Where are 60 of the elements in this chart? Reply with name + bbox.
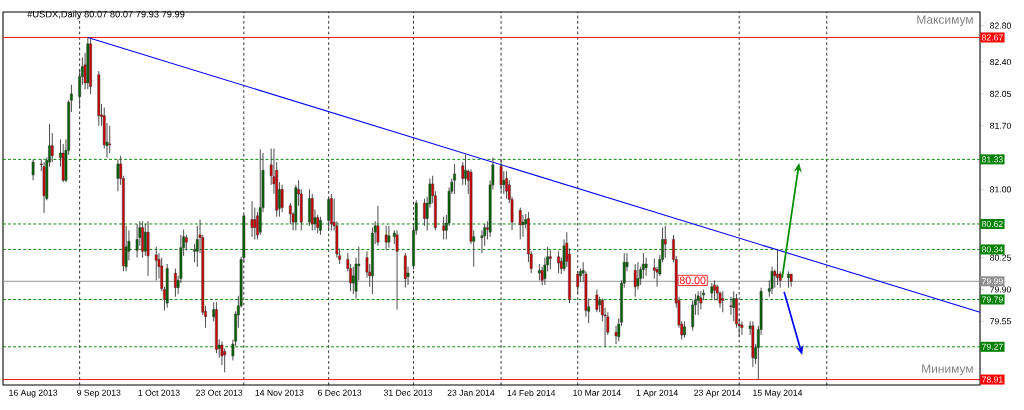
- ref-line-label: 80.62: [981, 220, 1003, 228]
- y-tick-label: 80.25: [990, 254, 1011, 261]
- candlestick: [505, 170, 508, 199]
- x-tick-label: 23 Apr 2014: [694, 389, 741, 398]
- candlestick: [403, 252, 407, 289]
- ref-line-label: 82.67: [981, 34, 1003, 41]
- ref-line-label: 79.99: [982, 278, 1003, 285]
- y-tick-label: 82.40: [990, 58, 1011, 66]
- candlestick: [330, 193, 333, 231]
- candlestick: [740, 320, 744, 336]
- y-tick-label: 81.00: [990, 186, 1011, 193]
- candlestick: [732, 290, 736, 322]
- candlestick: [146, 220, 150, 277]
- candlestick: [31, 158, 35, 181]
- candlestick: [770, 266, 774, 295]
- candlestick: [696, 290, 700, 316]
- candlestick: [193, 243, 196, 263]
- candlestick: [135, 223, 139, 259]
- annotation: Минимум: [922, 364, 973, 376]
- candlestick: [319, 216, 322, 236]
- y-tick-label: 79.55: [990, 318, 1011, 325]
- candlestick: [108, 125, 112, 154]
- ref-line-label: 79.27: [982, 343, 1003, 350]
- ref-line-label: 80.34: [981, 246, 1003, 253]
- x-tick-label: 23 Oct 2013: [196, 389, 243, 396]
- y-tick-label: 81.70: [990, 122, 1011, 129]
- candlestick: [376, 205, 380, 247]
- x-tick-label: 16 Aug 2013: [9, 389, 58, 398]
- x-tick-label: 10 Mar 2014: [573, 389, 621, 396]
- y-tick-label: 79.90: [990, 286, 1011, 293]
- x-tick-label: 9 Sep 2013: [77, 389, 121, 398]
- annotation: Максимум: [917, 15, 973, 27]
- candlestick: [644, 257, 648, 277]
- annotation: 80.00: [679, 276, 706, 285]
- x-tick-label: 14 Feb 2014: [507, 389, 556, 397]
- x-tick-label: 31 Dec 2013: [383, 389, 433, 396]
- candlestick: [633, 263, 637, 298]
- candlestick: [154, 246, 158, 281]
- ref-line-label: 81.33: [981, 156, 1003, 163]
- x-tick-label: 1 Apr 2014: [636, 389, 678, 398]
- ref-line-label: 78.91: [982, 376, 1003, 383]
- candlestick: [387, 225, 391, 249]
- candlestick: [518, 207, 522, 240]
- candlestick: [776, 248, 779, 286]
- candlestick: [499, 158, 503, 192]
- candlestick: [442, 216, 445, 240]
- x-tick-label: 14 Nov 2013: [255, 389, 304, 396]
- candlestick: [384, 225, 388, 251]
- x-tick-label: 1 Oct 2013: [138, 389, 180, 396]
- x-tick-label: 6 Dec 2013: [317, 389, 362, 396]
- candlestick: [141, 220, 144, 259]
- candlestick: [174, 268, 177, 298]
- ref-line-label: 79.79: [982, 296, 1003, 303]
- x-tick-label: 23 Jan 2014: [447, 389, 495, 396]
- x-tick-label: 15 May 2014: [753, 389, 803, 398]
- candlestick: [116, 158, 120, 192]
- candlestick: [250, 200, 254, 238]
- y-tick-label: 82.80: [990, 22, 1011, 29]
- chart-title: #USDX,Daily 80.07 80.07 79.93 79.99: [27, 10, 185, 20]
- y-tick-label: 82.05: [990, 90, 1011, 97]
